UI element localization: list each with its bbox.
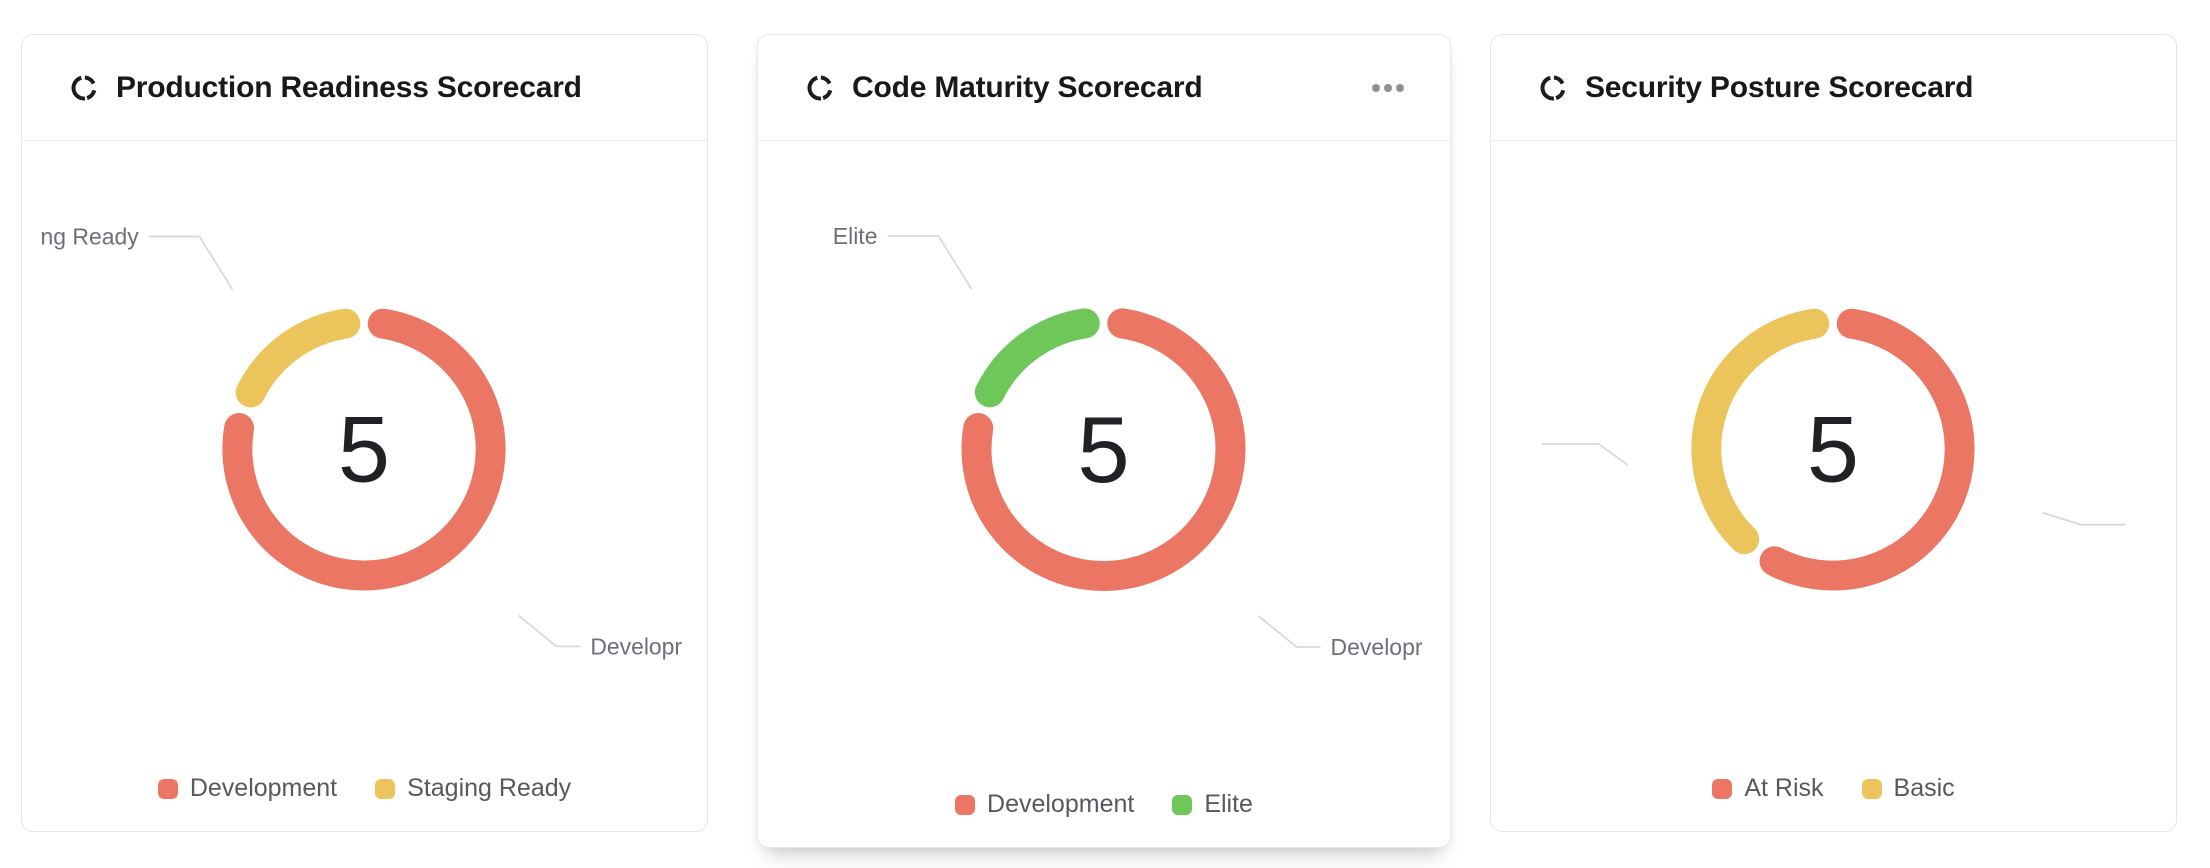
segment-callout-label: Elite: [833, 223, 878, 249]
donut-segment-elite[interactable]: [974, 308, 1100, 408]
donut-chart[interactable]: ng Ready Developr 5: [22, 141, 707, 701]
legend-label: Staging Ready: [407, 774, 572, 802]
legend-swatch: [1861, 778, 1882, 799]
legend-label: Elite: [1204, 790, 1253, 818]
scorecard-card-code-maturity: Code Maturity Scorecard Elite Developr 5…: [757, 34, 1451, 848]
legend-swatch: [1172, 794, 1193, 815]
donut-segment-staging-ready[interactable]: [235, 308, 361, 408]
donut-chart-icon: [1538, 73, 1568, 103]
ellipsis-icon: [1372, 83, 1380, 92]
card-header: Security Posture Scorecard: [1491, 35, 2176, 141]
legend-swatch: [157, 778, 178, 799]
donut-center-value: 5: [338, 397, 390, 502]
scorecard-card-production-readiness: Production Readiness Scorecard ng Ready …: [21, 34, 708, 832]
donut-segment-basic[interactable]: [1691, 308, 1830, 555]
legend-label: Development: [189, 774, 338, 802]
legend-item[interactable]: At Risk: [1712, 774, 1824, 803]
chart-legend: At Risk Basic: [1491, 774, 2176, 803]
leader-line-right: [2042, 511, 2127, 526]
card-title: Code Maturity Scorecard: [852, 70, 1203, 104]
legend-swatch: [955, 794, 976, 815]
chart-legend: Development Staging Ready: [22, 774, 707, 803]
leader-line-left: [1541, 443, 1629, 466]
legend-item[interactable]: Elite: [1172, 790, 1253, 819]
scorecard-card-security-posture: Security Posture Scorecard 5 At Risk Bas…: [1490, 34, 2177, 832]
donut-chart[interactable]: Elite Developr 5: [758, 141, 1450, 701]
legend-item[interactable]: Development: [955, 790, 1134, 819]
legend-item[interactable]: Basic: [1861, 774, 1955, 803]
card-header: Code Maturity Scorecard: [758, 35, 1450, 141]
segment-callout-label: Developr: [1331, 634, 1423, 660]
legend-label: At Risk: [1744, 774, 1824, 802]
legend-label: Basic: [1893, 774, 1955, 802]
leader-line-right: [517, 614, 581, 648]
legend-swatch: [375, 778, 396, 799]
donut-center-value: 5: [1077, 397, 1129, 502]
legend-swatch: [1712, 778, 1733, 799]
donut-chart-icon: [805, 73, 835, 103]
more-options-button[interactable]: [1368, 76, 1408, 100]
ellipsis-icon: [1396, 83, 1404, 92]
segment-callout-label: ng Ready: [41, 224, 140, 250]
legend-label: Development: [987, 790, 1135, 818]
card-header: Production Readiness Scorecard: [22, 35, 707, 141]
donut-chart-icon: [69, 73, 99, 103]
leader-line-left: [148, 235, 234, 290]
donut-segment-development[interactable]: [961, 308, 1246, 591]
leader-line-right: [1257, 615, 1321, 648]
card-title: Production Readiness Scorecard: [116, 70, 582, 104]
card-title: Security Posture Scorecard: [1585, 70, 1974, 104]
ellipsis-icon: [1384, 83, 1392, 92]
legend-item[interactable]: Development: [157, 774, 338, 803]
chart-legend: Development Elite: [758, 790, 1450, 819]
donut-segment-development[interactable]: [222, 308, 506, 591]
donut-segment-at-risk[interactable]: [1759, 308, 1975, 591]
leader-line-left: [887, 235, 973, 290]
donut-chart[interactable]: 5: [1491, 141, 2176, 701]
segment-callout-label: Developr: [590, 633, 682, 659]
legend-item[interactable]: Staging Ready: [375, 774, 571, 803]
donut-center-value: 5: [1807, 397, 1859, 502]
